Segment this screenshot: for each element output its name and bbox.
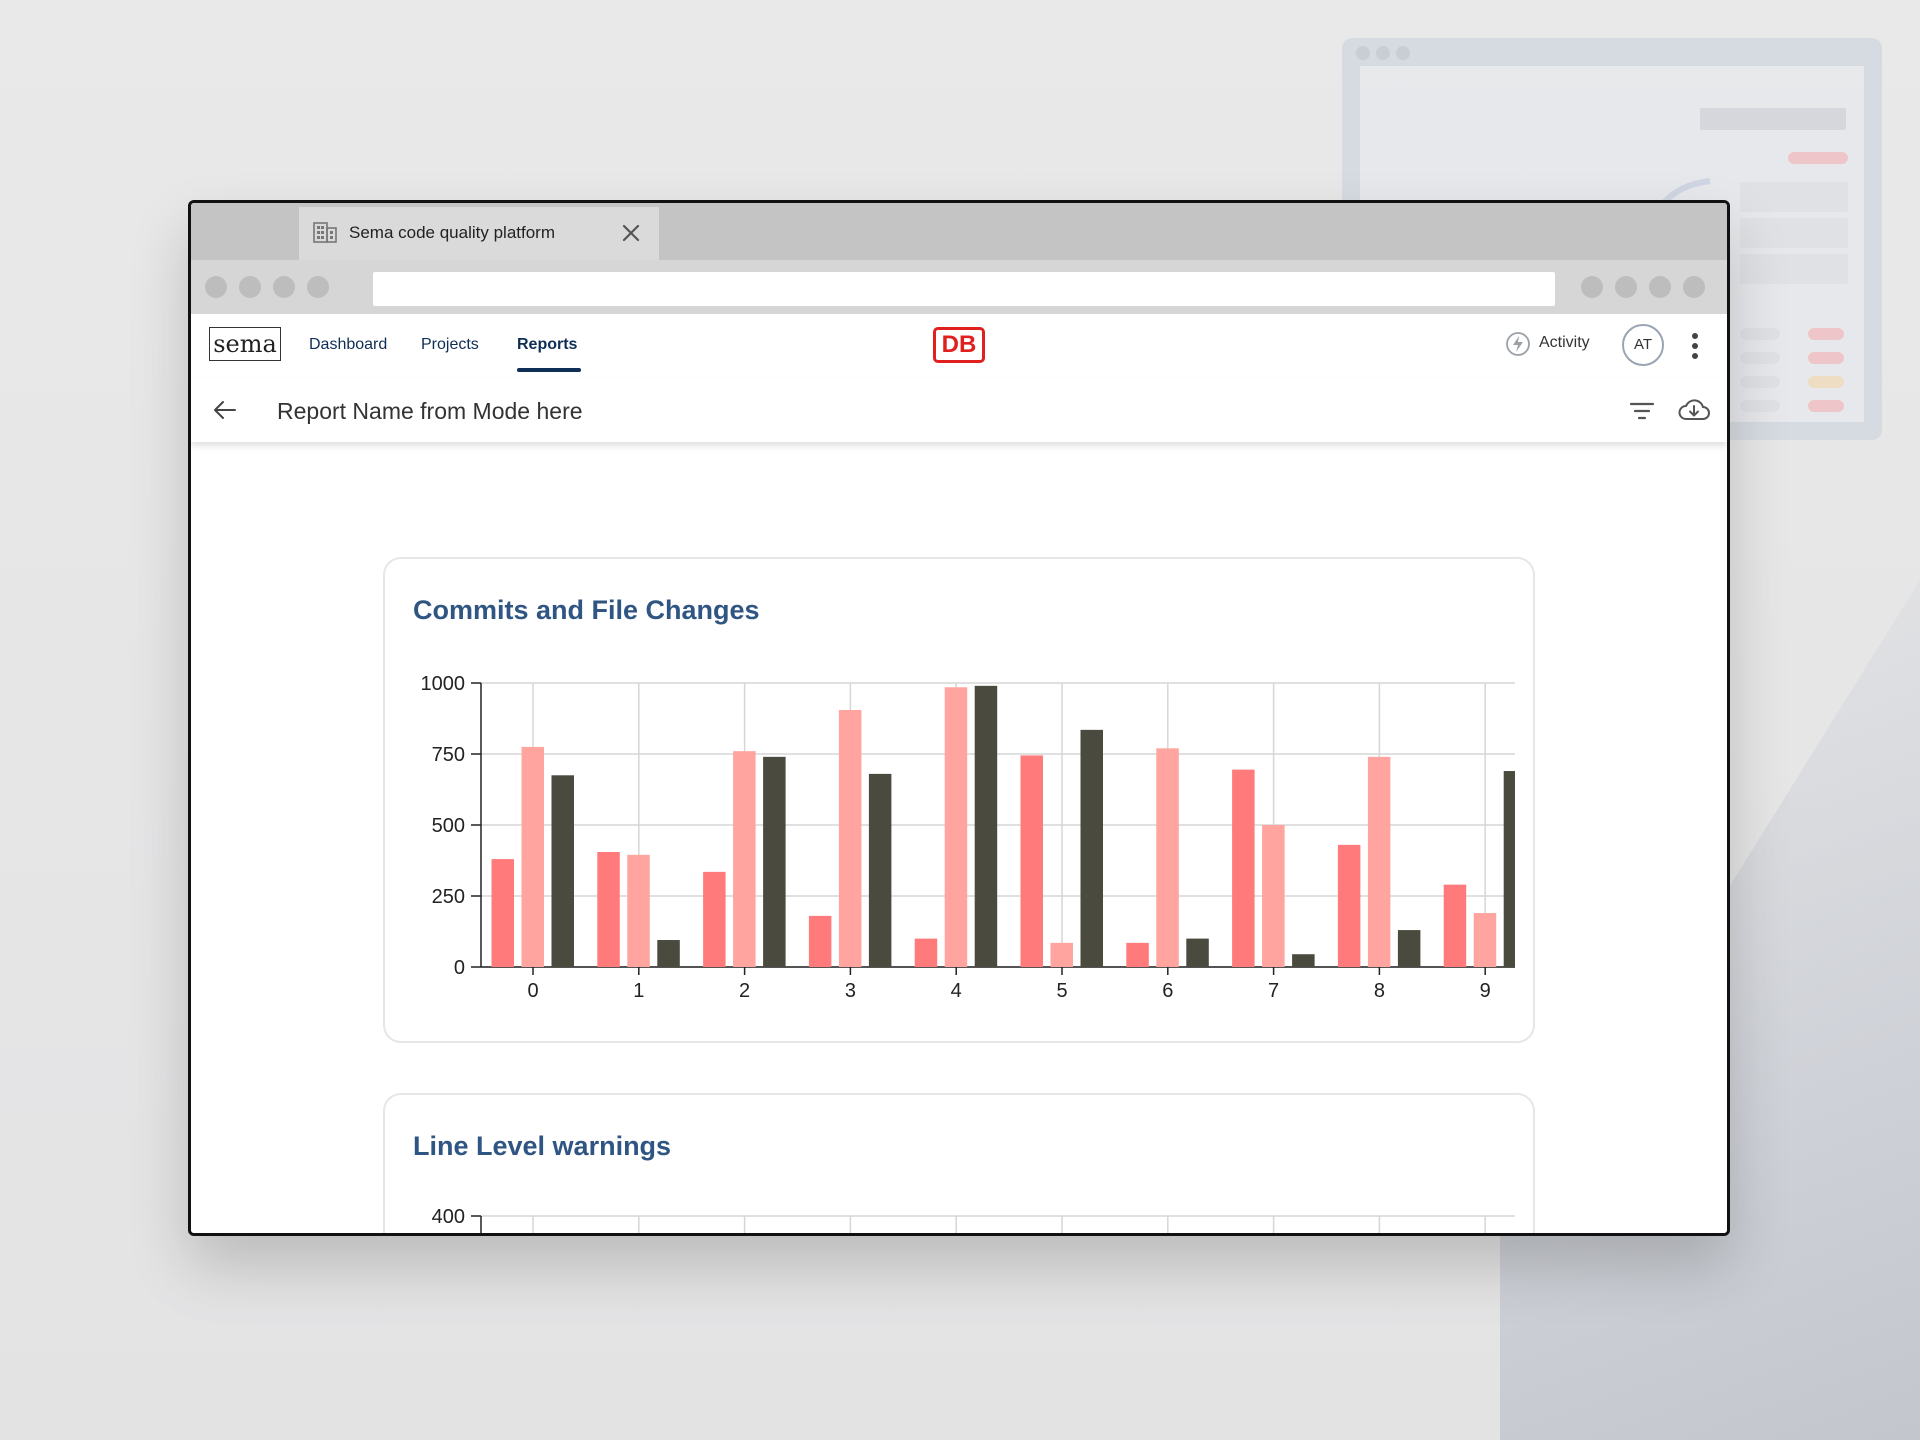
browser-window: Sema code quality platform sema Dashboar… — [188, 200, 1730, 1236]
bar — [1050, 942, 1073, 967]
activity-link[interactable]: Activity — [1539, 334, 1590, 351]
toolbar-button[interactable] — [1581, 276, 1603, 298]
avatar[interactable]: AT — [1622, 324, 1664, 366]
bar — [551, 775, 574, 967]
report-header: Report Name from Mode here — [191, 378, 1727, 442]
sema-logo[interactable]: sema — [209, 327, 281, 361]
toolbar-button[interactable] — [1615, 276, 1637, 298]
bar — [657, 940, 680, 967]
x-tick-label: 3 — [845, 980, 856, 1002]
y-tick-label: 750 — [432, 744, 465, 766]
filter-icon[interactable] — [1628, 398, 1656, 424]
bar — [491, 859, 514, 967]
bar — [838, 709, 862, 967]
page-title: Report Name from Mode here — [277, 398, 583, 424]
window-control[interactable] — [307, 276, 329, 298]
card-title: Line Level warnings — [413, 1131, 672, 1161]
x-tick-label: 1 — [633, 980, 644, 1002]
y-tick-label: 400 — [432, 1206, 465, 1228]
db-logo: DB — [933, 327, 985, 363]
x-tick-label: 4 — [951, 980, 962, 1002]
nav-dashboard[interactable]: Dashboard — [309, 336, 388, 353]
toolbar-button[interactable] — [1683, 276, 1705, 298]
building-icon — [313, 222, 337, 243]
commits-chart: 0 250 500 750 1000 0 1 2 3 4 5 6 7 8 9 — [421, 673, 1515, 1002]
bar — [914, 938, 938, 967]
bar — [1262, 825, 1285, 967]
y-tick-label: 500 — [432, 815, 465, 837]
bar — [763, 756, 786, 967]
url-input[interactable] — [373, 272, 1555, 306]
x-tick-label: 6 — [1162, 980, 1173, 1002]
chart-card-commits: Commits and File Changes 0 250 500 750 1000 0… — [383, 557, 1535, 1043]
bar — [521, 746, 544, 967]
bar — [1156, 748, 1179, 967]
nav-projects[interactable]: Projects — [421, 336, 479, 353]
bar — [1443, 884, 1467, 967]
bar — [1473, 913, 1497, 967]
y-tick-label: 1000 — [421, 673, 466, 695]
bar — [1292, 954, 1315, 967]
bar — [1337, 844, 1361, 967]
x-tick-label: 5 — [1056, 980, 1067, 1002]
tab-strip: Sema code quality platform — [191, 203, 1727, 260]
address-bar-row — [191, 260, 1727, 314]
bar — [1397, 930, 1421, 967]
bar — [597, 851, 620, 967]
bar — [1126, 942, 1149, 967]
bar — [703, 871, 726, 967]
active-tab-indicator — [517, 368, 581, 372]
bar — [1080, 729, 1103, 967]
window-control[interactable] — [273, 276, 295, 298]
bar — [1503, 771, 1515, 967]
bar — [974, 685, 998, 967]
warnings-chart: 400 — [432, 1206, 1515, 1233]
bar — [868, 773, 892, 967]
x-tick-label: 2 — [739, 980, 750, 1002]
y-tick-label: 0 — [454, 957, 465, 979]
lightning-icon — [1506, 332, 1530, 356]
close-icon[interactable] — [619, 221, 643, 245]
window-control[interactable] — [205, 276, 227, 298]
bar — [808, 915, 832, 967]
browser-tab[interactable]: Sema code quality platform — [299, 207, 659, 260]
tab-title: Sema code quality platform — [349, 223, 555, 242]
bar — [733, 751, 756, 967]
more-vert-icon[interactable] — [1685, 330, 1705, 362]
arrow-back-icon[interactable] — [211, 396, 239, 424]
card-title: Commits and File Changes — [413, 595, 760, 625]
window-control[interactable] — [239, 276, 261, 298]
x-tick-label: 9 — [1480, 980, 1491, 1002]
ghost-dot — [1356, 46, 1370, 60]
chart-card-warnings: Line Level warnings 400 — [383, 1093, 1535, 1233]
bar — [1020, 755, 1043, 967]
bar — [1186, 938, 1209, 967]
ghost-dot — [1376, 46, 1390, 60]
top-nav: sema Dashboard Projects Reports DB Activ… — [191, 314, 1727, 378]
bar — [627, 854, 650, 967]
x-tick-label: 8 — [1374, 980, 1385, 1002]
bar — [1367, 756, 1391, 967]
report-content: Commits and File Changes 0 250 500 750 1000 0… — [191, 442, 1727, 1233]
y-tick-label: 250 — [432, 886, 465, 908]
bar — [1232, 769, 1255, 967]
nav-reports[interactable]: Reports — [517, 336, 578, 353]
ghost-dot — [1396, 46, 1410, 60]
toolbar-button[interactable] — [1649, 276, 1671, 298]
x-tick-label: 0 — [527, 980, 538, 1002]
bar — [944, 687, 968, 967]
x-tick-label: 7 — [1268, 980, 1279, 1002]
cloud-download-icon[interactable] — [1677, 395, 1711, 425]
